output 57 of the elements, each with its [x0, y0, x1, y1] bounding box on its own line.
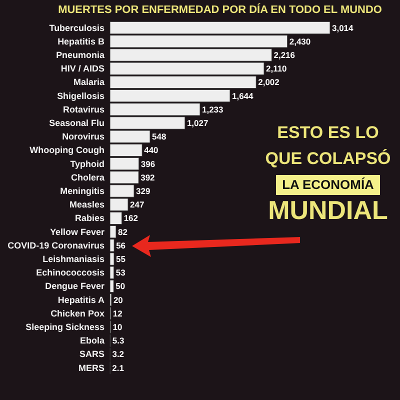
data-label: 3.2	[112, 349, 124, 360]
data-label: 55	[116, 254, 126, 264]
data-label: 247	[130, 200, 144, 210]
y-tick-label: Dengue Fever	[45, 281, 105, 292]
data-label: 2,216	[274, 50, 296, 60]
y-tick-label: Ebola	[80, 336, 106, 346]
annotation: ESTO ES LO	[277, 123, 379, 142]
y-tick-label: Cholera	[71, 172, 106, 182]
y-tick-label: Meningitis	[60, 186, 105, 196]
y-tick-label: MERS	[78, 362, 104, 373]
chart-title: MUERTES POR ENFERMEDAD POR DÍA EN TODO EL MUNDO	[58, 3, 382, 16]
y-tick-label: Malaria	[74, 77, 106, 88]
data-label: 12	[112, 308, 123, 318]
data-label: 82	[118, 226, 128, 237]
data-label: 392	[140, 172, 156, 182]
data-label: 1,233	[202, 104, 224, 114]
data-label: 440	[144, 145, 159, 156]
data-label: 1,644	[232, 90, 254, 101]
data-label: 1,027	[186, 118, 208, 128]
data-label: 2,110	[266, 64, 288, 74]
y-tick-label: Yellow Fever	[50, 226, 105, 237]
y-tick-label: Hepatitis B	[58, 36, 106, 46]
data-label: 2,002	[258, 77, 280, 88]
y-tick-label: Echinococcosis	[36, 268, 105, 278]
y-tick-label: Shigellosis	[57, 90, 104, 101]
data-label: 396	[140, 158, 156, 169]
data-label: 10	[112, 322, 122, 332]
y-tick-label: Measles	[70, 200, 104, 210]
y-tick-label: Leishmaniasis	[42, 254, 105, 264]
data-label: 20	[113, 294, 124, 305]
y-tick-label: Sleeping Sickness	[26, 322, 104, 332]
data-label: 50	[116, 281, 126, 292]
data-label: 329	[136, 186, 150, 196]
data-label: 162	[124, 213, 138, 224]
data-label: 53	[116, 268, 126, 278]
y-tick-label: Tuberculosis	[49, 22, 105, 33]
y-tick-label: Whooping Cough	[30, 145, 104, 156]
data-label: 5.3	[112, 336, 124, 346]
y-tick-label: Typhoid	[70, 158, 104, 169]
annotation: MUNDIAL	[268, 194, 388, 225]
annotation: QUE COLAPSÓ	[265, 148, 391, 168]
data-label: 2,430	[289, 36, 311, 46]
data-label: 56	[116, 240, 126, 250]
y-tick-label: Norovirus	[62, 132, 104, 142]
annotation: LA ECONOMÍA	[282, 176, 375, 192]
y-tick-label: Seasonal Flu	[49, 118, 104, 128]
y-tick-label: HIV / AIDS	[60, 64, 104, 74]
y-tick-label: Chicken Pox	[50, 308, 104, 318]
data-label: 3,014	[332, 22, 354, 33]
y-tick-label: Pneumonia	[56, 50, 106, 60]
y-tick-label: Rabies	[75, 213, 104, 224]
y-tick-label: Hepatitis A	[58, 294, 106, 305]
y-tick-label: Rotavirus	[63, 104, 104, 114]
y-tick-label: SARS	[80, 349, 104, 360]
y-tick-label: COVID-19 Coronavirus	[8, 240, 104, 250]
data-label: 548	[152, 132, 166, 142]
data-label: 2.1	[112, 362, 124, 373]
